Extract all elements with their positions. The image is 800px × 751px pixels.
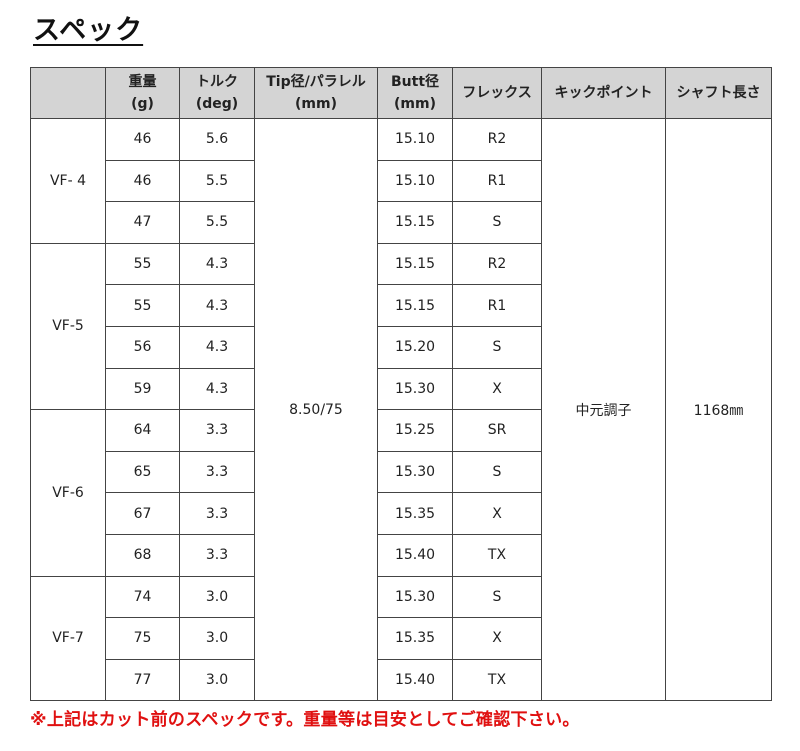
column-header: キックポイント [541,67,666,119]
flex-cell: S [452,575,542,619]
column-header: トルク (deg) [179,67,255,119]
torque-cell: 5.6 [179,118,255,161]
flex-cell: TX [452,533,542,577]
header-line-1: シャフト長さ [676,85,761,101]
weight-cell: 77 [105,658,180,702]
spec-table: 重量 (g) トルク (deg) Tip径/パラレル (mm) Butt径 (mm) フレックス… [30,67,772,702]
header-line-1: Tip径/パラレル [266,74,366,90]
shaft-length-cell: 1168㎜ [665,117,772,702]
table-row: 47 5.5 15.15 S [31,201,772,244]
weight-cell: 55 [105,284,180,327]
flex-cell: S [452,450,542,494]
butt-cell: 15.35 [377,492,453,535]
table-row: 67 3.3 15.35 X [31,492,772,535]
torque-cell: 3.3 [179,450,255,494]
torque-cell: 3.3 [179,492,255,535]
torque-cell: 4.3 [179,284,255,327]
butt-cell: 15.25 [377,409,453,452]
butt-cell: 15.30 [377,575,453,619]
table-row: 65 3.3 15.30 S [31,450,772,494]
model-name: VF-7 [30,575,106,702]
table-row: VF- 4 46 5.6 8.50/75 15.10 R2 中元調子 1168㎜ [30,117,772,702]
model-name: VF- 4 [30,118,106,244]
weight-cell: 47 [105,201,180,244]
weight-cell: 65 [105,450,180,494]
torque-cell: 3.3 [179,409,255,452]
butt-cell: 15.10 [377,118,453,161]
weight-cell: 46 [105,118,180,161]
butt-cell: 15.40 [377,533,453,577]
weight-cell: 59 [105,367,180,411]
torque-cell: 3.0 [179,658,255,702]
header-line-2: (g) [131,96,154,112]
model-name: VF-6 [30,409,106,577]
weight-cell: 67 [105,492,180,535]
table-row: 46 5.5 15.10 R1 [31,159,772,203]
flex-cell: R1 [452,284,542,327]
column-header: フレックス [452,67,542,119]
torque-cell: 5.5 [179,201,255,244]
torque-cell: 4.3 [179,367,255,411]
flex-cell: S [452,325,542,369]
header-line-1: トルク [196,74,238,90]
weight-cell: 46 [105,159,180,203]
header-line-1: フレックス [462,85,532,101]
flex-cell: R2 [452,242,542,286]
butt-cell: 15.40 [377,658,453,702]
butt-cell: 15.35 [377,617,453,660]
column-header: Tip径/パラレル (mm) [254,67,378,119]
header-line-2: (mm) [394,96,436,112]
header-line-1: Butt径 [390,74,440,90]
disclaimer-note: ※上記はカット前のスペックです。重量等は目安としてご確認下さい。 [30,710,580,730]
weight-cell: 55 [105,242,180,286]
header-row: 重量 (g) トルク (deg) Tip径/パラレル (mm) Butt径 (mm) フレックス… [30,67,772,119]
flex-cell: R1 [452,159,542,203]
kick-point-cell: 中元調子 [541,117,666,702]
flex-cell: R2 [452,118,542,161]
table-row: 77 3.0 15.40 TX [31,658,772,702]
table-row: VF-5 55 4.3 15.15 R2 [30,242,772,411]
butt-cell: 15.15 [377,242,453,286]
header-line-1: キックポイント [554,85,653,101]
torque-cell: 3.0 [179,617,255,660]
tip-parallel-cell: 8.50/75 [254,117,378,702]
torque-cell: 4.3 [179,325,255,369]
torque-cell: 3.0 [179,575,255,619]
header-line-1: 重量 [128,74,157,90]
header-line-2: (deg) [195,96,239,112]
butt-cell: 15.10 [377,159,453,203]
flex-cell: TX [452,658,542,702]
table-row: 68 3.3 15.40 TX [31,533,772,577]
weight-cell: 68 [105,533,180,577]
butt-cell: 15.30 [377,450,453,494]
flex-cell: S [452,201,542,244]
butt-cell: 15.15 [377,284,453,327]
weight-cell: 56 [105,325,180,369]
flex-cell: X [452,492,542,535]
weight-cell: 64 [105,409,180,452]
column-header: Butt径 (mm) [377,67,453,119]
column-header [30,67,106,119]
flex-cell: X [452,367,542,411]
column-header: シャフト長さ [665,67,772,119]
flex-cell: SR [452,409,542,452]
page-title: スペック [33,15,144,46]
header-line-2: (mm) [295,96,337,112]
torque-cell: 3.3 [179,533,255,577]
model-name: VF-5 [30,242,106,411]
torque-cell: 4.3 [179,242,255,286]
butt-cell: 15.15 [377,201,453,244]
torque-cell: 5.5 [179,159,255,203]
butt-cell: 15.20 [377,325,453,369]
weight-cell: 75 [105,617,180,660]
column-header: 重量 (g) [105,67,180,119]
flex-cell: X [452,617,542,660]
butt-cell: 15.30 [377,367,453,411]
weight-cell: 74 [105,575,180,619]
